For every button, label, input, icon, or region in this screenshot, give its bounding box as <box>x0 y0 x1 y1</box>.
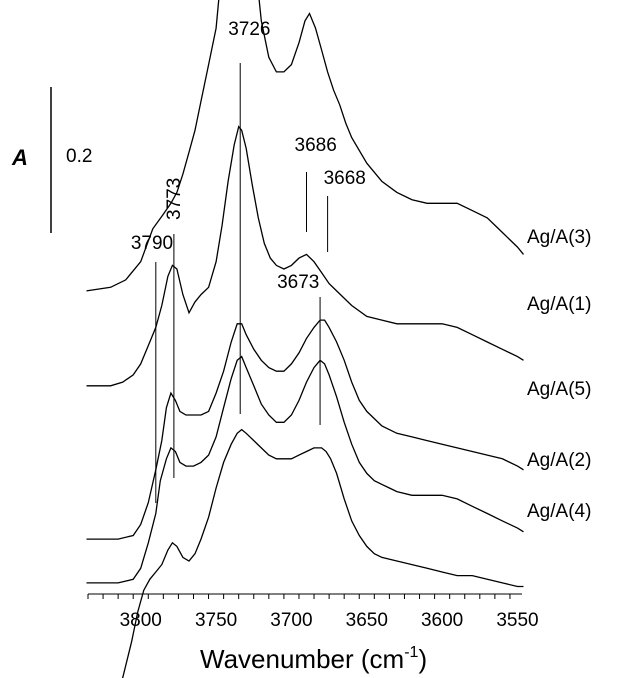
peak-label-3673: 3673 <box>277 272 319 293</box>
peak-label-3686: 3686 <box>295 135 337 156</box>
trace-ag-a-3 <box>86 0 525 292</box>
spectra-traces <box>86 0 525 678</box>
x-axis-label-superscript: -1 <box>404 644 418 661</box>
trace-ag-a-2 <box>86 355 524 584</box>
x-tick-label-3650: 3650 <box>346 610 388 631</box>
scale-bar-value: 0.2 <box>66 146 92 167</box>
scale-bar-letter: A <box>11 145 28 170</box>
trace-ag-a-4 <box>121 428 524 678</box>
series-label-ag-a-5: Ag/A(5) <box>527 379 591 400</box>
trace-ag-a-1 <box>86 125 524 387</box>
peak-markers: 3790 3773 3726 3686 3668 3673 <box>131 19 366 503</box>
x-axis-label-main: Wavenumber (cm <box>200 644 404 674</box>
x-tick-label-3600: 3600 <box>421 610 463 631</box>
x-tick-label-3700: 3700 <box>270 610 312 631</box>
series-label-ag-a-4: Ag/A(4) <box>527 501 591 522</box>
x-tick-label-3550: 3550 <box>496 610 538 631</box>
series-label-ag-a-2: Ag/A(2) <box>527 450 591 471</box>
peak-label-3790: 3790 <box>131 233 173 254</box>
peak-label-3668: 3668 <box>324 168 366 189</box>
x-tick-label-3750: 3750 <box>195 610 237 631</box>
trace-ag-a-5 <box>86 319 524 540</box>
x-axis-label: Wavenumber (cm-1) <box>200 644 427 674</box>
peak-label-3773: 3773 <box>164 178 185 220</box>
x-axis-label-close: ) <box>418 644 427 674</box>
x-tick-label-3800: 3800 <box>120 610 162 631</box>
series-labels: Ag/A(3) Ag/A(1) Ag/A(5) Ag/A(2) Ag/A(4) <box>527 227 591 522</box>
series-label-ag-a-1: Ag/A(1) <box>527 294 591 315</box>
x-axis: 3800 3750 3700 3650 3600 3550 <box>87 593 539 631</box>
series-label-ag-a-3: Ag/A(3) <box>527 227 591 248</box>
peak-label-3726: 3726 <box>228 19 270 40</box>
